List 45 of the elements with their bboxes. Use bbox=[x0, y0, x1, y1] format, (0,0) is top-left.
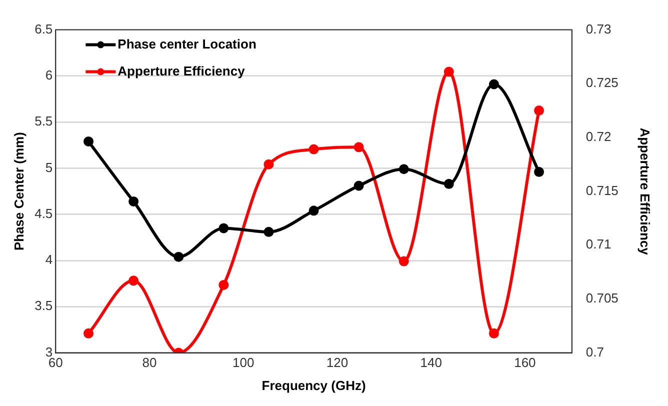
legend-label: Apperture Efficiency bbox=[118, 63, 246, 78]
y-tick-label: 4 bbox=[45, 252, 53, 268]
x-tick-label: 100 bbox=[232, 355, 254, 370]
y2-tick-label: 0.725 bbox=[586, 75, 618, 90]
y-tick-label: 4.5 bbox=[34, 206, 53, 221]
point bbox=[354, 180, 364, 191]
point bbox=[398, 164, 409, 174]
point bbox=[308, 206, 319, 216]
point bbox=[444, 66, 454, 77]
point bbox=[84, 328, 94, 338]
y2-axis-title: Apperture Efficiency bbox=[638, 128, 653, 256]
x-tick-label: 160 bbox=[514, 355, 536, 370]
y-axis-title: Phase Center (mm) bbox=[11, 132, 26, 251]
point bbox=[128, 196, 139, 206]
point bbox=[354, 142, 364, 152]
point bbox=[444, 178, 454, 189]
y2-tick-label: 0.72 bbox=[586, 129, 612, 144]
y2-tick-label: 0.71 bbox=[586, 236, 612, 252]
point bbox=[534, 106, 544, 116]
x-tick-label: 120 bbox=[326, 355, 348, 370]
point bbox=[264, 226, 274, 237]
y2-tick-label: 0.73 bbox=[586, 21, 612, 36]
point bbox=[218, 223, 229, 234]
y-tick-label: 5.5 bbox=[34, 114, 53, 129]
y2-tick-label: 0.7 bbox=[586, 344, 604, 360]
y2-tick-label: 0.705 bbox=[586, 290, 618, 306]
point bbox=[308, 144, 319, 154]
point bbox=[128, 276, 139, 286]
x-tick-label: 140 bbox=[420, 355, 442, 370]
point bbox=[84, 136, 94, 146]
point bbox=[264, 159, 274, 170]
point bbox=[398, 256, 409, 266]
x-tick-label: 80 bbox=[142, 355, 157, 370]
y-tick-label: 3.5 bbox=[34, 298, 53, 314]
y-tick-label: 6.5 bbox=[34, 21, 53, 36]
legend-label: Phase center Location bbox=[118, 36, 256, 52]
point bbox=[174, 252, 184, 262]
point bbox=[488, 328, 499, 338]
y-tick-label: 5 bbox=[45, 160, 53, 175]
y2-tick-label: 0.715 bbox=[586, 182, 618, 198]
x-axis-title: Frequency (GHz) bbox=[262, 378, 366, 393]
point bbox=[534, 166, 544, 177]
y-tick-label: 6 bbox=[45, 68, 53, 83]
point bbox=[488, 79, 499, 90]
point bbox=[218, 280, 229, 290]
